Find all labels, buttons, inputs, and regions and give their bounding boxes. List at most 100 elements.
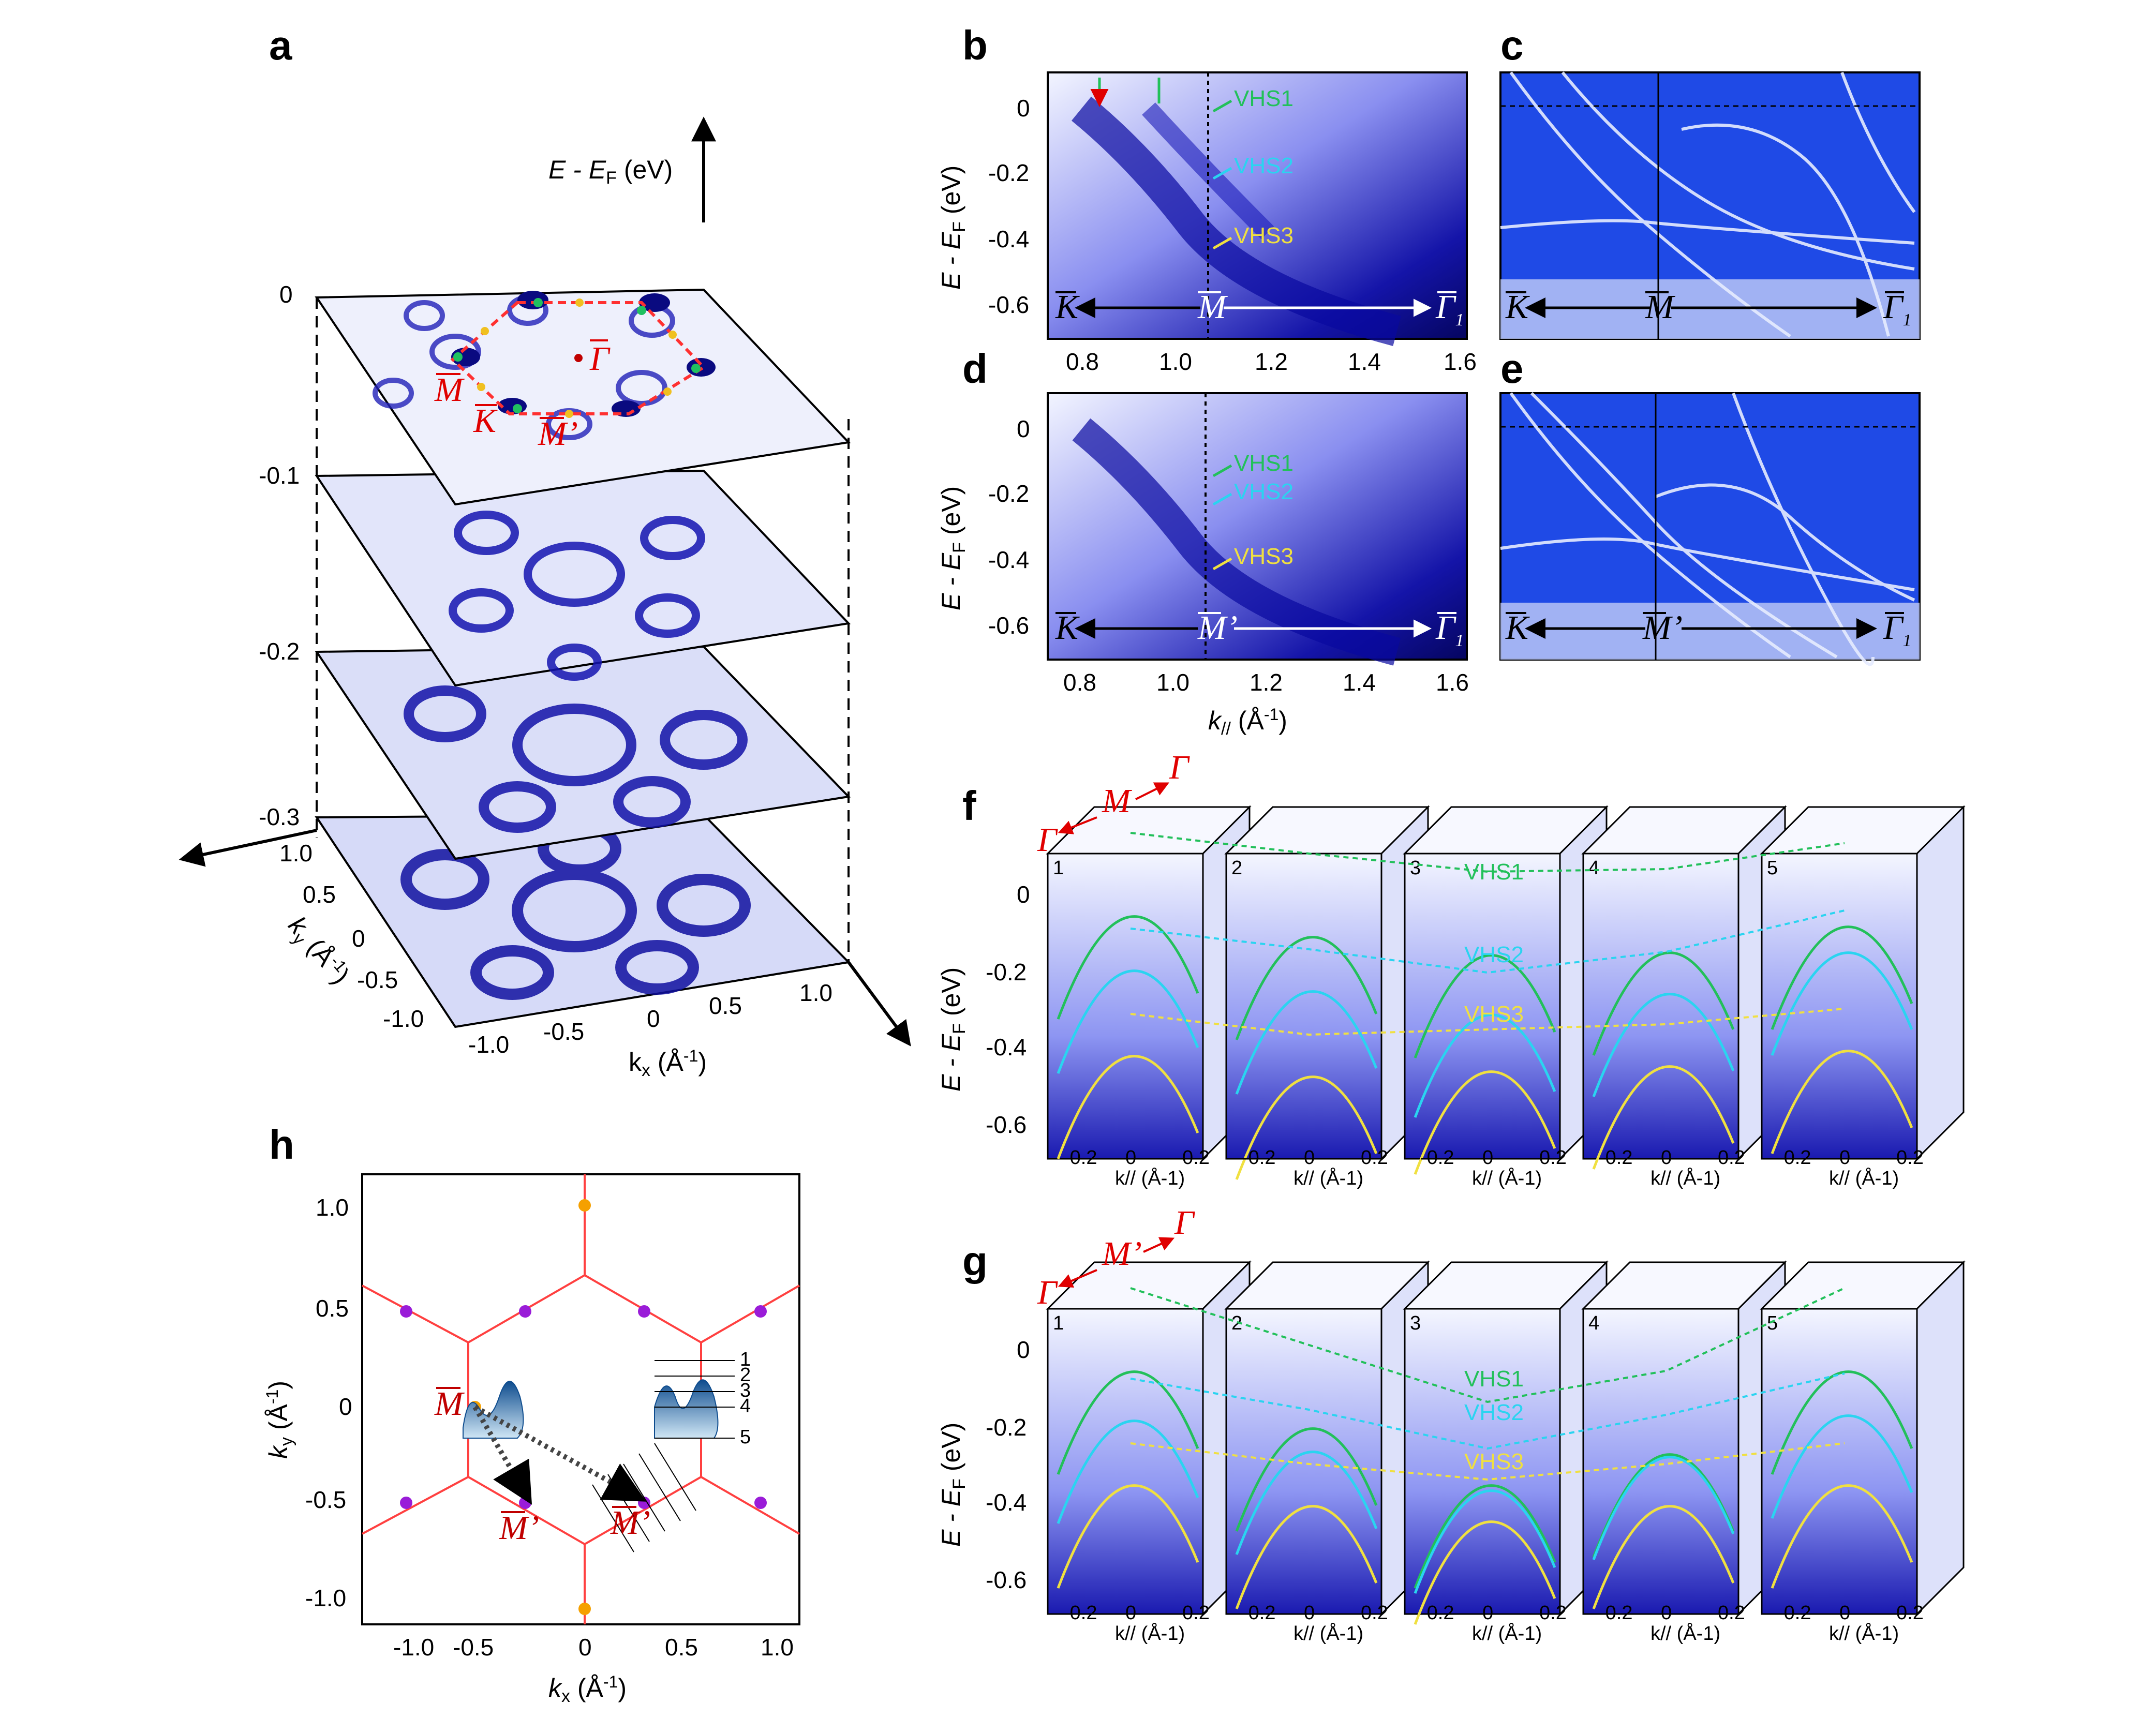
k-tick: -0.2 (1777, 1147, 1811, 1169)
k-tick: -0.2 (1063, 1602, 1097, 1624)
ky-axis-label: ky (Å-1) (280, 910, 356, 992)
arpes-map-d (1047, 392, 1468, 661)
k-tick: -0.2 (1420, 1147, 1454, 1169)
k-tick: 0.2 (1539, 1147, 1567, 1169)
k-tick: 0 (1482, 1147, 1493, 1169)
path-gamma-d: Γ1 (1435, 609, 1464, 650)
layer-e-03 (315, 813, 851, 1028)
kx-tick-4: 1.0 (799, 979, 832, 1006)
vhs1-label-g: VHS1 (1464, 1366, 1524, 1392)
path-f-a: Γ (1037, 821, 1058, 859)
ytick-d-0: 0 (1017, 415, 1030, 442)
k-axis-label: k// (Å-1) (1293, 1622, 1363, 1645)
k-tick: 0 (1661, 1147, 1672, 1169)
ky-tick-4: -1.0 (383, 1005, 424, 1032)
k-tick: 0.2 (1896, 1147, 1924, 1169)
path-f-c: Γ (1169, 749, 1190, 786)
path-m-b: M (1197, 288, 1228, 326)
xtick-d-3: 1.4 (1343, 669, 1376, 696)
xtick-d-2: 1.2 (1250, 669, 1283, 696)
path-gamma-e: Γ1 (1883, 609, 1912, 650)
ytick-b-3: -0.6 (988, 291, 1029, 318)
vhs3-trend (1130, 1008, 1845, 1036)
k-axis-label: k// (Å-1) (1472, 1622, 1542, 1645)
panel-label-g: g (962, 1238, 988, 1284)
cut-index: 5 (1767, 1312, 1778, 1334)
panel-label-e: e (1500, 346, 1524, 392)
k-tick: 0.2 (1539, 1602, 1567, 1624)
k-tick: 0.2 (1896, 1602, 1924, 1624)
yaxis-label-g: E - EF (eV) (936, 1423, 969, 1547)
k-axis-label: k// (Å-1) (1115, 1622, 1185, 1645)
k-axis-label: k// (Å-1) (1651, 1167, 1720, 1189)
bz-hexagon (450, 301, 706, 415)
layer-energy-0: 0 (279, 281, 293, 308)
k-tick: 0.2 (1361, 1602, 1388, 1624)
cut-num-3: 3 (740, 1380, 751, 1401)
vhs2-label-d: VHS2 (1234, 479, 1293, 504)
k-tick: 0.2 (1182, 1147, 1210, 1169)
path-k-c: K (1505, 288, 1530, 326)
path-m-c: M (1645, 288, 1676, 326)
cut-panel: 1 -0.2 0 0.2k// (Å-1) (1046, 1260, 1252, 1645)
label-m-h: M (434, 1385, 465, 1423)
k-tick: 0 (1482, 1602, 1493, 1624)
cut-num-1: 1 (740, 1349, 751, 1370)
xaxis-label-h: kx (Å-1) (548, 1672, 627, 1706)
k-tick: 0.2 (1718, 1602, 1745, 1624)
xtick-b-2: 1.2 (1255, 348, 1288, 375)
k-tick: 0 (1839, 1147, 1850, 1169)
panel-d: d VHS1 VHS2 VHS3 K M’ Γ1 0 -0.2 -0.4 -0.… (936, 346, 1469, 739)
ky-tick-3: -0.5 (357, 966, 398, 993)
xtick-d-1: 1.0 (1156, 669, 1189, 696)
ytick-g-3: -0.6 (986, 1566, 1027, 1593)
label-mprime-a: M’ (538, 415, 578, 453)
kx-tick-0: -1.0 (468, 1031, 509, 1058)
panel-label-f: f (962, 783, 976, 829)
kx-axis-arrow (847, 961, 911, 1047)
path-gamma-b: Γ1 (1435, 288, 1464, 330)
ky-tick-1: 0.5 (303, 881, 336, 908)
k-axis-label: k// (Å-1) (1651, 1622, 1720, 1645)
layer-e-0: Γ M K M’ (315, 288, 851, 506)
k-tick: 0 (1125, 1602, 1136, 1624)
ytick-h-1: 0.5 (316, 1295, 349, 1322)
k-axis-label: k// (Å-1) (1472, 1167, 1542, 1189)
cut-stack-g: 1-0.2 0 0.2k// (Å-1)2-0.2 0 0.2k// (Å-1)3-0.… (1046, 1260, 1966, 1645)
cut-index: 2 (1231, 1312, 1242, 1334)
cut-index: 3 (1410, 1312, 1421, 1334)
kx-tick-2: 0 (647, 1005, 660, 1032)
cut-index: 5 (1767, 857, 1778, 879)
cut-index: 2 (1231, 857, 1242, 879)
panel-f: f 1-0.2 0 0.2k// (Å-1)2-0.2 0 0.2k// (Å-1)3-… (936, 749, 1966, 1189)
cut-panel: 5 -0.2 0 0.2k// (Å-1) (1760, 805, 1966, 1189)
bz-lines (362, 1174, 800, 1624)
energy-axis-label: E - EF (eV) (548, 155, 673, 188)
cut-index: 1 (1053, 857, 1064, 879)
bz-plot-frame (361, 1173, 800, 1625)
ytick-d-1: -0.2 (988, 480, 1029, 507)
panel-g: g 1-0.2 0 0.2k// (Å-1)2-0.2 0 0.2k// (Å-1)3-… (936, 1204, 1966, 1645)
vhs2-label-b: VHS2 (1234, 153, 1293, 178)
ytick-g-2: -0.4 (986, 1489, 1027, 1516)
ytick-f-1: -0.2 (986, 959, 1027, 985)
label-gamma-a: Γ (589, 340, 611, 378)
path-mprime-d: M’ (1197, 609, 1238, 647)
k-tick: -0.2 (1420, 1602, 1454, 1624)
vhs3-trend (1130, 1442, 1845, 1481)
xtick-h-3: 0.5 (665, 1634, 698, 1661)
panel-label-c: c (1500, 22, 1524, 68)
k-tick: -0.2 (1599, 1602, 1632, 1624)
ytick-h-2: 0 (339, 1393, 352, 1420)
layer-energy-2: -0.2 (259, 638, 300, 665)
xtick-b-4: 1.6 (1444, 348, 1477, 375)
ytick-f-3: -0.6 (986, 1111, 1027, 1138)
path-g-c: Γ (1174, 1204, 1195, 1242)
k-axis-label: k// (Å-1) (1115, 1167, 1185, 1189)
k-tick: 0 (1125, 1147, 1136, 1169)
k-tick: -0.2 (1777, 1602, 1811, 1624)
xtick-b-3: 1.4 (1348, 348, 1381, 375)
vhs3-label-f: VHS3 (1464, 1002, 1524, 1027)
cut-index: 1 (1053, 1312, 1064, 1334)
ytick-g-1: -0.2 (986, 1414, 1027, 1441)
